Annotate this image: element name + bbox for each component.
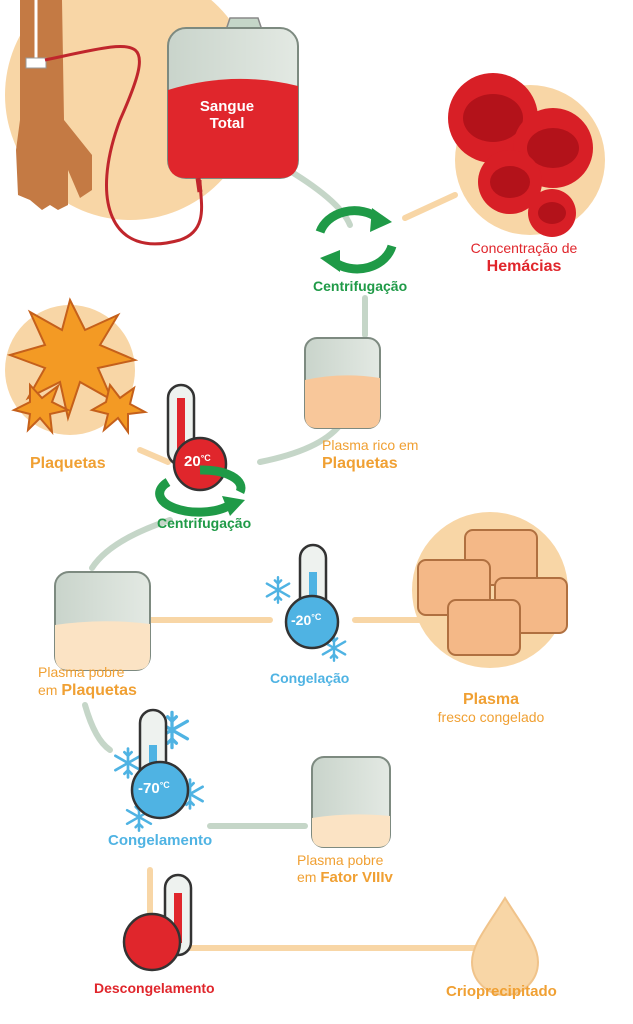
thermo-minus20-reading: -20°C bbox=[291, 612, 321, 629]
freezing-label: Congelação bbox=[270, 670, 350, 686]
connector-lines bbox=[82, 162, 478, 951]
ice-cubes-illustration bbox=[412, 512, 568, 668]
pp-factor-caption-line1: Plasma pobre bbox=[297, 852, 384, 868]
thermometer-minus20-icon bbox=[265, 543, 347, 662]
thermometer-thaw-icon bbox=[122, 873, 193, 972]
thermo-minus70-unit: °C bbox=[159, 780, 170, 790]
ffp-caption: Plasma fresco congelado bbox=[431, 690, 551, 726]
bag-label-line2: Total bbox=[209, 115, 245, 133]
thermo-minus20-value: -20 bbox=[291, 612, 312, 628]
bag-label: Sangue Total bbox=[187, 98, 267, 133]
thawing-label: Descongelamento bbox=[94, 980, 215, 996]
prp-bag bbox=[304, 337, 381, 429]
red-cells-caption-line1: Concentração de bbox=[470, 240, 578, 256]
ppp-caption-line1: Plasma pobre bbox=[38, 664, 125, 680]
thermo-minus20-unit: °C bbox=[311, 612, 322, 622]
pp-factor-bag bbox=[311, 756, 391, 848]
thermo-20-reading: 20°C bbox=[184, 453, 211, 471]
thermo-20-value: 20 bbox=[184, 453, 201, 470]
deep-freezing-label: Congelamento bbox=[108, 832, 213, 849]
thermometer-20-icon bbox=[166, 383, 228, 492]
red-cells-caption-line2: Hemácias bbox=[486, 257, 562, 275]
platelets-label: Plaquetas bbox=[30, 455, 106, 472]
prp-caption: Plasma rico em Plaquetas bbox=[322, 437, 418, 473]
ffp-caption-line1: Plasma bbox=[462, 691, 520, 708]
cryoprecipitate-drop-icon bbox=[470, 896, 540, 996]
whole-blood-bag bbox=[167, 17, 299, 193]
ppp-caption: Plasma pobre em Plaquetas bbox=[38, 664, 137, 700]
thermo-20-unit: °C bbox=[200, 453, 211, 463]
prp-caption-line2: Plaquetas bbox=[322, 454, 398, 472]
bag-label-line1: Sangue bbox=[199, 98, 255, 115]
ffp-caption-line2: fresco congelado bbox=[437, 709, 545, 726]
platelets-illustration bbox=[5, 297, 149, 436]
prp-caption-line1: Plasma rico em bbox=[322, 437, 419, 453]
thermometer-minus70-icon bbox=[114, 708, 204, 832]
ppp-caption-prefix: em bbox=[38, 681, 58, 698]
cryoprecipitate-label: Crioprecipitado bbox=[446, 983, 557, 1000]
red-cells-caption: Concentração de Hemácias bbox=[464, 240, 584, 276]
ppp-caption-line2: Plaquetas bbox=[61, 681, 137, 699]
centrifuge-2-label: Centrifugação bbox=[157, 515, 252, 531]
pp-factor-caption-line2: Fator VIIIv bbox=[320, 868, 393, 886]
pp-factor-caption: Plasma pobre em Fator VIIIv bbox=[297, 852, 393, 887]
centrifuge-arrows-icon bbox=[155, 465, 246, 517]
pp-factor-caption-prefix: em bbox=[297, 868, 317, 885]
centrifuge-arrows-icon bbox=[315, 206, 397, 274]
ppp-bag bbox=[54, 571, 151, 671]
thermo-minus70-value: -70 bbox=[138, 780, 160, 797]
red-blood-cells-illustration bbox=[448, 73, 605, 237]
thermo-minus70-reading: -70°C bbox=[138, 780, 170, 798]
centrifuge-1-label: Centrifugação bbox=[313, 278, 408, 294]
